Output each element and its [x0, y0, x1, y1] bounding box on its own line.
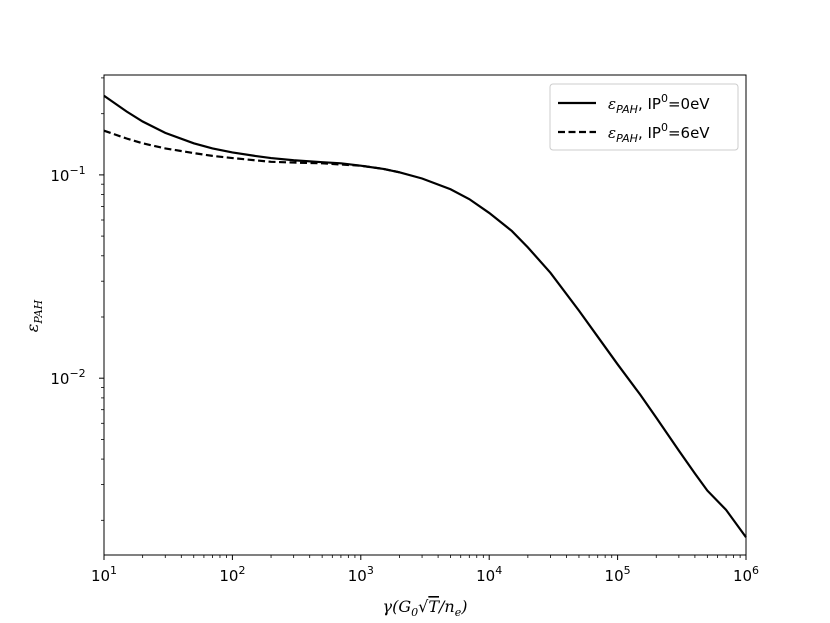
series-line-1 [103, 129, 400, 174]
legend-label-1: εPAH, IP0=6eV [608, 121, 710, 145]
legend: εPAH, IP0=0eV εPAH, IP0=6eV [549, 83, 739, 151]
x-tick-label: 106 [733, 564, 759, 585]
x-axis-label: γ(G0√T/ne) [383, 597, 468, 619]
legend-label-0: εPAH, IP0=0eV [608, 92, 710, 116]
x-tick-label: 101 [91, 564, 117, 585]
legend-box [549, 83, 739, 151]
y-tick-label: 10−1 [50, 164, 85, 185]
y-axis-label: εPAH [23, 299, 45, 332]
x-tick-label: 105 [605, 564, 631, 585]
x-tick-label: 102 [219, 564, 245, 585]
x-tick-label: 104 [476, 564, 502, 585]
x-tick-label: 103 [348, 564, 374, 585]
series-line-0 [103, 94, 747, 538]
series-layer [103, 94, 747, 538]
y-tick-label: 10−2 [50, 367, 85, 388]
plot-frame [103, 74, 747, 556]
